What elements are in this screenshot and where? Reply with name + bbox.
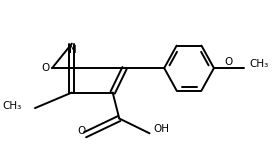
Text: OH: OH (154, 124, 170, 134)
Text: N: N (69, 45, 77, 55)
Text: O: O (224, 57, 232, 67)
Text: CH₃: CH₃ (3, 101, 22, 111)
Text: O: O (77, 126, 85, 136)
Text: O: O (41, 63, 50, 73)
Text: CH₃: CH₃ (250, 59, 269, 69)
